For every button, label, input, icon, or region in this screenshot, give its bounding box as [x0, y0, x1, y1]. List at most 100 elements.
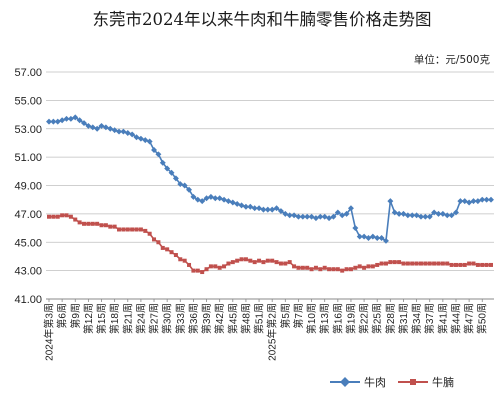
data-point	[95, 221, 100, 226]
data-point	[467, 261, 472, 266]
data-point	[47, 214, 51, 219]
data-point	[257, 258, 262, 263]
data-point	[169, 250, 174, 255]
data-point	[340, 268, 345, 273]
unit-note: 单位：元/500克	[414, 53, 491, 66]
legend-marker-beef	[340, 377, 350, 387]
x-tick-label: 第30周	[161, 303, 174, 334]
data-point	[208, 264, 213, 269]
data-point	[68, 214, 73, 219]
x-tick-label: 第39周	[200, 303, 213, 334]
data-point	[112, 224, 117, 229]
data-point	[252, 260, 257, 265]
data-point	[251, 205, 258, 212]
data-point	[60, 213, 65, 218]
series-brisket	[47, 213, 493, 275]
x-tick-label: 第50周	[476, 303, 489, 334]
x-tick-label: 第47周	[463, 303, 476, 334]
data-point	[81, 120, 87, 127]
data-point	[213, 264, 218, 269]
data-point	[172, 175, 179, 182]
data-point	[405, 261, 410, 266]
x-tick-label: 第6周	[56, 303, 69, 329]
data-point	[432, 261, 437, 266]
data-point	[164, 165, 171, 172]
data-point	[270, 258, 275, 263]
data-point	[265, 258, 270, 263]
data-point	[94, 125, 101, 132]
x-tick-label: 第7周	[292, 303, 305, 329]
data-point	[445, 261, 450, 266]
data-point	[344, 267, 349, 272]
data-point	[99, 223, 104, 228]
data-point	[383, 261, 388, 266]
data-point	[261, 260, 266, 265]
series-line	[49, 116, 491, 243]
data-point	[427, 261, 432, 266]
legend: 牛肉 牛腩	[330, 375, 454, 389]
x-tick-label: 第28周	[384, 303, 397, 334]
legend-label-brisket: 牛腩	[432, 375, 454, 389]
y-tick-label: 45.00	[14, 237, 42, 249]
data-point	[331, 267, 336, 272]
data-point	[348, 267, 353, 272]
data-point	[63, 115, 70, 122]
data-point	[383, 237, 389, 244]
data-point	[300, 265, 305, 270]
x-tick-label: 第44周	[449, 303, 462, 334]
data-point	[458, 262, 463, 267]
x-tick-label: 2025年第2周	[266, 303, 279, 361]
data-point	[178, 257, 183, 262]
data-point	[305, 265, 310, 270]
data-point	[462, 262, 467, 267]
data-point	[471, 261, 476, 266]
y-tick-label: 51.00	[14, 152, 42, 164]
data-point	[147, 231, 152, 236]
y-tick-label: 57.00	[14, 67, 42, 79]
data-point	[82, 221, 87, 226]
data-point	[248, 258, 253, 263]
data-point	[418, 261, 423, 266]
y-axis-ticks: 41.00 43.00 45.00 47.00 49.00 51.00 53.00 55.00…	[14, 67, 42, 306]
data-point	[278, 261, 283, 266]
data-point	[159, 159, 166, 166]
data-point	[366, 264, 371, 269]
data-point	[480, 262, 485, 267]
y-tick-label: 41.00	[14, 294, 42, 306]
data-point	[401, 261, 406, 266]
data-point	[182, 258, 187, 263]
data-point	[152, 237, 157, 242]
data-point	[155, 151, 162, 158]
data-point	[195, 268, 200, 273]
data-point	[117, 227, 122, 232]
data-point	[235, 258, 240, 263]
data-point	[322, 265, 327, 270]
data-point	[362, 265, 367, 270]
x-tick-label: 第5周	[279, 303, 292, 329]
data-point	[287, 260, 292, 265]
data-point	[50, 118, 57, 125]
data-point	[436, 261, 441, 266]
x-tick-label: 第51周	[253, 303, 266, 334]
data-point	[146, 138, 153, 145]
data-point	[55, 214, 60, 219]
y-tick-label: 49.00	[14, 181, 42, 193]
data-point	[277, 208, 284, 215]
data-point	[475, 262, 480, 267]
data-point	[187, 262, 192, 267]
legend-marker-brisket	[410, 379, 416, 385]
data-point	[181, 182, 188, 189]
data-point	[313, 265, 318, 270]
data-point	[388, 260, 393, 265]
data-point	[168, 169, 175, 176]
x-tick-label: 第9周	[69, 303, 82, 329]
data-point	[283, 261, 288, 266]
data-point	[217, 265, 222, 270]
data-point	[292, 264, 297, 269]
x-tick-label: 第31周	[397, 303, 410, 334]
data-point	[130, 227, 135, 232]
data-point	[334, 209, 341, 216]
data-point	[414, 261, 419, 266]
data-point	[64, 213, 69, 218]
